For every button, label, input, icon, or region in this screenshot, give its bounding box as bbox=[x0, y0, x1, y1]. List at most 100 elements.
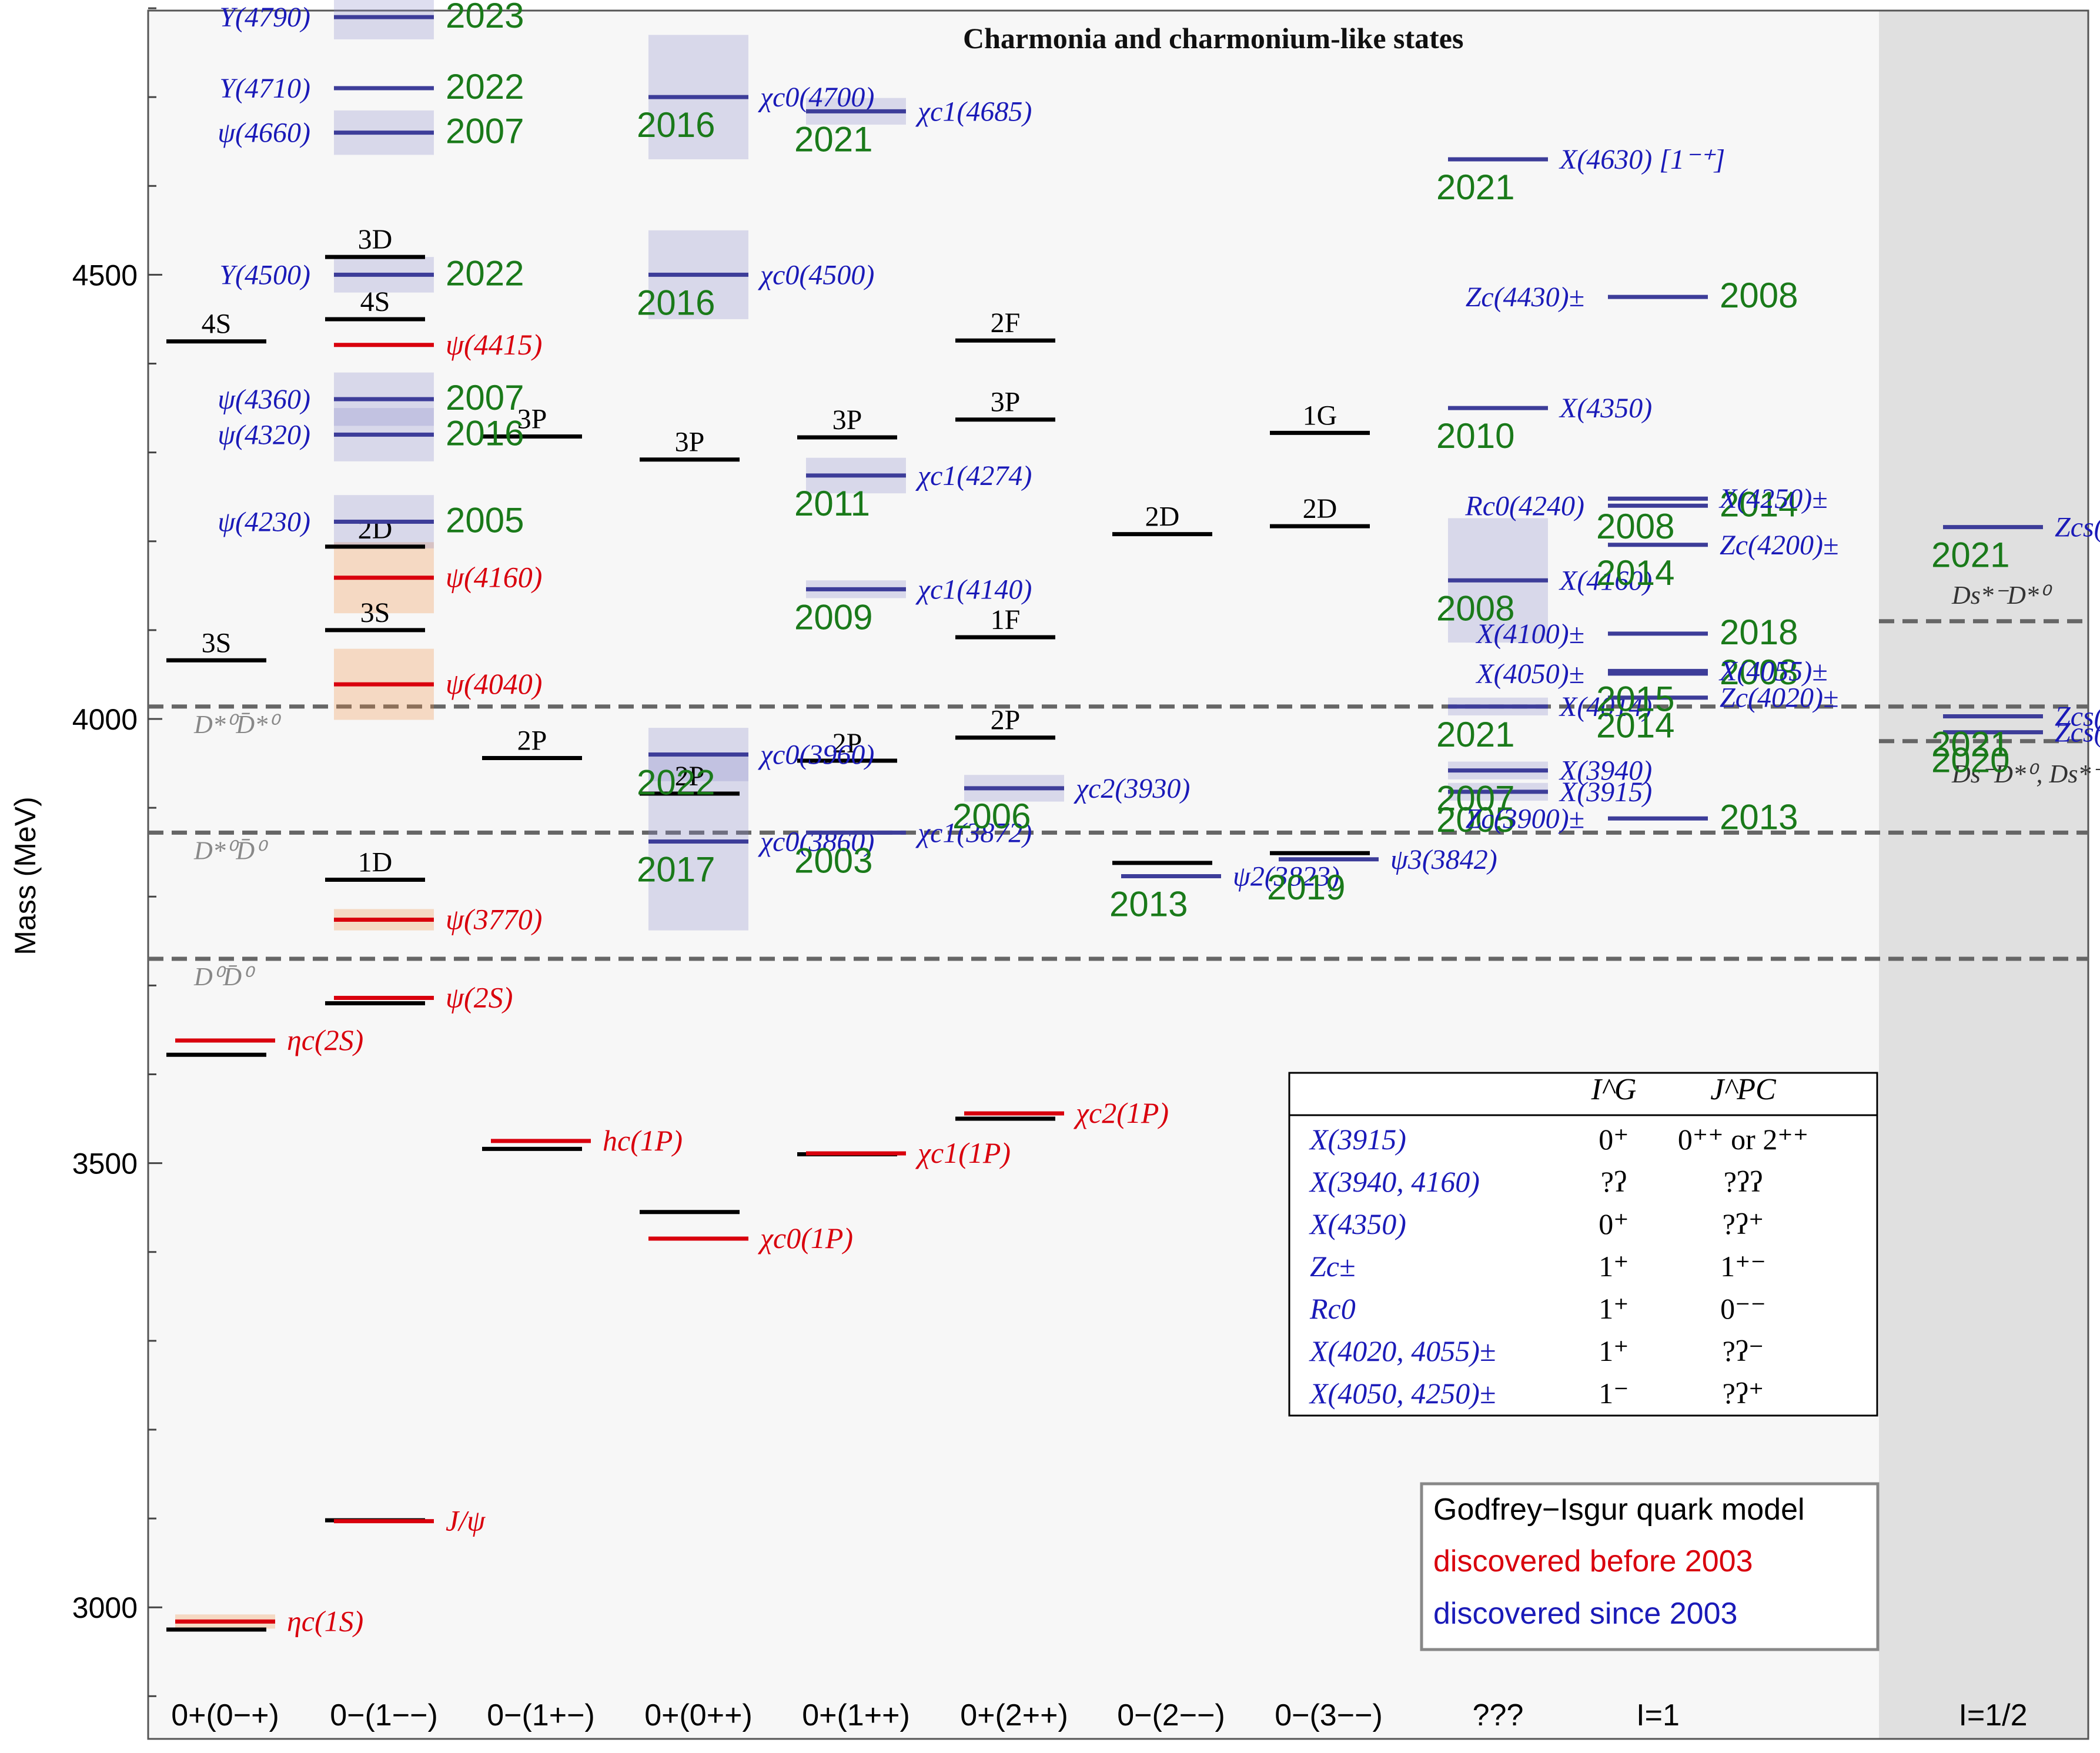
table-cell-state: Rc0 bbox=[1309, 1292, 1356, 1325]
state-name: X(4630) [1⁻⁺] bbox=[1559, 144, 1725, 175]
model-level-label: 1D bbox=[358, 847, 393, 878]
table-cell-ig: 0⁺ bbox=[1599, 1123, 1628, 1156]
y-axis: 3000 3500 4000 4500 bbox=[72, 7, 162, 1697]
state-name: X(4055)± bbox=[1718, 655, 1828, 687]
discovery-year: 2016 bbox=[446, 413, 524, 453]
state-name: ψ(2S) bbox=[446, 981, 513, 1014]
x-category-label: 0+(0++) bbox=[644, 1698, 753, 1732]
x-category-label: ??? bbox=[1473, 1698, 1524, 1732]
discovery-year: 2021 bbox=[1436, 168, 1514, 207]
discovery-year: 2003 bbox=[794, 841, 872, 880]
plot-background bbox=[148, 11, 2088, 1739]
table-rows: X(3915) 0⁺ 0⁺⁺ or 2⁺⁺ X(3940, 4160) ?ʔ ?ʔʔ X(4… bbox=[1309, 1123, 1808, 1410]
x-category-label: I=1 bbox=[1636, 1698, 1680, 1732]
x-category-label: 0+(1++) bbox=[802, 1698, 910, 1732]
state-name: χc1(4685) bbox=[915, 96, 1032, 127]
state-name: J/ψ bbox=[446, 1504, 486, 1537]
state-name: ψ(3770) bbox=[446, 903, 542, 936]
model-level-label: 1G bbox=[1303, 400, 1337, 431]
state-name: Zcs(4000) bbox=[2055, 701, 2100, 732]
discovery-year: 2020 bbox=[1931, 741, 2009, 780]
state-name: ηc(2S) bbox=[287, 1023, 363, 1056]
discovery-year: 2017 bbox=[637, 850, 715, 889]
y-tick-label: 3500 bbox=[72, 1148, 138, 1180]
i-half-panel bbox=[1879, 11, 2088, 1739]
state-name: Y(4790) bbox=[219, 2, 310, 33]
state-name: χc0(4700) bbox=[758, 82, 874, 113]
table-cell-state: X(4350) bbox=[1309, 1207, 1406, 1240]
chart-title: Charmonia and charmonium-like states bbox=[963, 22, 1463, 55]
state-name: X(4160) bbox=[1559, 565, 1652, 596]
legend-frame bbox=[1420, 1482, 1880, 1651]
threshold-lines: D⁰D̄⁰ D*⁰D̄⁰ D*⁰D̄*⁰ Ds*⁻D*⁰ Ds⁻D*⁰, Ds*⁻D⁰ bbox=[148, 581, 2100, 991]
discovery-year: 2022 bbox=[446, 253, 524, 293]
state-name: χc1(4274) bbox=[915, 460, 1032, 491]
state-name: χc1(3872) bbox=[915, 817, 1032, 848]
x-category-label: I=1/2 bbox=[1958, 1698, 2027, 1732]
state-name: χc1(1P) bbox=[915, 1136, 1011, 1169]
discovery-year: 2019 bbox=[1267, 868, 1345, 907]
table-cell-jpc: 0⁻⁻ bbox=[1720, 1292, 1766, 1325]
model-level-label: 3S bbox=[202, 627, 232, 658]
discovery-year: 2008 bbox=[1720, 276, 1798, 315]
table-frame bbox=[1288, 1072, 1878, 1417]
table-cell-jpc: ?ʔʔ bbox=[1724, 1165, 1763, 1198]
state-name: Rc0(4240) bbox=[1464, 490, 1584, 521]
table-cell-jpc: 1⁺⁻ bbox=[1720, 1250, 1766, 1283]
plot-frame bbox=[147, 9, 2089, 1740]
model-level-label: 4S bbox=[360, 286, 390, 317]
state-name: X(3915) bbox=[1559, 777, 1652, 808]
discovery-year: 2007 bbox=[446, 112, 524, 151]
discovery-year: 2022 bbox=[637, 762, 715, 802]
table-cell-ig: 1⁻ bbox=[1599, 1377, 1628, 1410]
state-name: Zc(4020)± bbox=[1720, 683, 1838, 714]
y-tick-label: 4500 bbox=[72, 259, 138, 292]
discovery-year: 2005 bbox=[446, 501, 524, 540]
state-name: X(4100)± bbox=[1475, 618, 1584, 650]
discovery-year: 2021 bbox=[794, 119, 872, 159]
state-name: Zc(3900)± bbox=[1466, 803, 1584, 834]
table-cell-ig: ?ʔ bbox=[1601, 1165, 1627, 1198]
discovery-year: 2018 bbox=[1720, 613, 1798, 652]
discovery-year: 2016 bbox=[637, 283, 715, 322]
table-cell-ig: 1⁺ bbox=[1599, 1334, 1628, 1367]
discovery-year: 2005 bbox=[1436, 800, 1514, 839]
discovery-year: 2022 bbox=[446, 67, 524, 106]
discovery-year: 2013 bbox=[1720, 797, 1798, 837]
discovery-year: 2021 bbox=[1931, 536, 2009, 575]
discovery-year: 2023 bbox=[446, 0, 524, 35]
state-name: X(3940) bbox=[1559, 755, 1652, 787]
model-level-label: 3P bbox=[832, 404, 862, 436]
discovery-year: 2021 bbox=[1436, 715, 1514, 754]
discovery-year: 2011 bbox=[794, 484, 870, 523]
legend-before-2003: discovered before 2003 bbox=[1433, 1544, 1753, 1578]
y-tick-label: 3000 bbox=[72, 1591, 138, 1624]
quantum-number-table: I^G J^PC X(3915) 0⁺ 0⁺⁺ or 2⁺⁺ X(3940, 4160… bbox=[1288, 1072, 1878, 1417]
y-axis-label: Mass (MeV) bbox=[9, 797, 42, 955]
table-cell-jpc: ?ʔ⁺ bbox=[1723, 1207, 1764, 1240]
state-name: ψ(4320) bbox=[218, 419, 310, 450]
x-category-label: 0+(2++) bbox=[960, 1698, 1068, 1732]
model-level-label: 2F bbox=[991, 307, 1021, 339]
model-level-label: 3P bbox=[517, 403, 547, 434]
discovery-year: 2007 bbox=[1436, 779, 1514, 818]
state-name: Y(4500) bbox=[219, 259, 310, 290]
discovery-year: 2021 bbox=[1931, 724, 2009, 764]
x-category-label: 0−(1+−) bbox=[487, 1698, 595, 1732]
state-name: X(4350) bbox=[1559, 393, 1652, 424]
state-name: χc0(3960) bbox=[758, 739, 874, 770]
model-level-label: 2P bbox=[517, 725, 547, 756]
x-category-label: 0+(0−+) bbox=[171, 1698, 279, 1732]
state-name: ψ(4660) bbox=[218, 118, 310, 149]
discovery-year: 2013 bbox=[1109, 884, 1188, 924]
model-level-label: 2D bbox=[1145, 501, 1180, 533]
model-level-label: 2P bbox=[675, 761, 705, 792]
model-level-label: 3S bbox=[360, 597, 390, 628]
model-level-label: 2P bbox=[991, 705, 1021, 736]
table-cell-ig: 0⁺ bbox=[1599, 1207, 1628, 1240]
discovery-year: 2016 bbox=[637, 105, 715, 145]
uncertainty-band bbox=[334, 0, 434, 39]
model-level-label: 2D bbox=[358, 514, 393, 545]
state-name: ψ(4230) bbox=[218, 507, 310, 538]
